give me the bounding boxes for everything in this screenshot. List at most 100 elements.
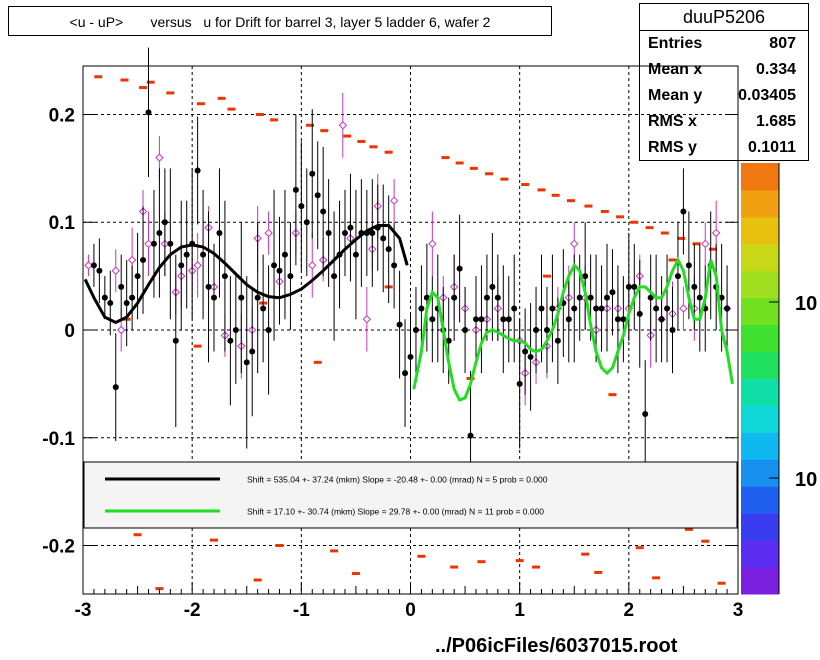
profile-open-point [144, 239, 153, 249]
palette-label: 10 [795, 469, 817, 491]
profile-point [347, 224, 354, 231]
legend-text: Shift = 535.04 +- 37.24 (mkm) Slope = -2… [247, 475, 548, 485]
histogram-cell [255, 112, 264, 116]
stats-value: 1.685 [755, 113, 796, 130]
profile-point [664, 305, 671, 312]
profile-point [320, 208, 327, 215]
profile-point [522, 348, 529, 355]
profile-filled-markers [90, 47, 731, 501]
histogram-cell [500, 177, 509, 181]
stats-value: 0.03405 [738, 87, 796, 104]
profile-point [478, 316, 485, 323]
profile-open-point [701, 239, 710, 249]
profile-point [90, 262, 97, 269]
profile-point [396, 321, 403, 328]
profile-point [281, 251, 288, 258]
stats-title: duuP5206 [640, 4, 808, 31]
profile-point [473, 316, 479, 323]
profile-point [134, 273, 141, 280]
stats-key: Entries [648, 35, 703, 52]
profile-point [183, 251, 190, 258]
profile-point [718, 294, 725, 301]
fit-curve-green [412, 256, 734, 402]
profile-point [200, 251, 207, 258]
profile-point [554, 337, 561, 344]
profile-point [123, 300, 130, 307]
profile-point [696, 294, 703, 301]
profile-point [456, 265, 463, 272]
profile-open-point [679, 304, 688, 313]
histogram-cell [652, 576, 661, 580]
histogram-cell [701, 539, 710, 543]
x-tick-label: 3 [733, 600, 744, 621]
profile-point [129, 294, 136, 301]
profile-point [418, 305, 425, 312]
palette-swatch [741, 378, 779, 406]
profile-point [238, 294, 245, 301]
profile-point [391, 262, 398, 269]
histogram-cell [630, 220, 639, 224]
profile-point [549, 305, 556, 312]
profile-point [680, 208, 687, 215]
palette-swatch [741, 432, 779, 460]
profile-point [112, 384, 119, 391]
profile-point [636, 310, 643, 317]
profile-point [265, 327, 272, 333]
profile-point [538, 305, 545, 312]
histogram-cell [417, 554, 426, 558]
histogram-cell [166, 91, 175, 95]
histogram-cell [455, 161, 464, 165]
histogram-cell [343, 134, 352, 138]
stats-value: 0.1011 [747, 139, 796, 156]
histogram-cell [668, 258, 677, 262]
profile-point [631, 283, 638, 290]
profile-point [412, 327, 419, 333]
profile-point [287, 273, 294, 280]
profile-point [593, 305, 600, 312]
histogram-cell [313, 360, 322, 364]
histogram-cell [227, 107, 236, 111]
profile-point [352, 251, 359, 258]
histogram-cell [581, 552, 590, 556]
profile-point [314, 192, 321, 199]
histogram-cell [193, 344, 202, 348]
profile-point [500, 316, 507, 323]
histogram-cell [566, 199, 575, 203]
profile-open-point [338, 121, 348, 130]
histogram-cell [155, 587, 164, 591]
palette-swatch [741, 351, 779, 379]
profile-point [609, 289, 616, 296]
profile-point [254, 294, 261, 301]
profile-point [669, 327, 676, 333]
profile-point [494, 294, 501, 301]
profile-point [260, 305, 267, 312]
profile-open-point [155, 153, 164, 162]
profile-open-point [711, 228, 721, 238]
legend-text: Shift = 17.10 +- 30.74 (mkm) Slope = 29.… [247, 507, 544, 517]
histogram-cell [253, 578, 262, 582]
palette-swatch [741, 567, 779, 595]
histogram-cell [717, 581, 726, 585]
stats-key: Mean x [648, 61, 703, 78]
profile-point [576, 294, 583, 301]
y-tick-label: -0.1 [42, 429, 75, 450]
x-tick-label: -2 [184, 600, 201, 621]
palette-swatch [741, 540, 779, 568]
profile-open-point [362, 315, 372, 324]
histogram-cell [270, 118, 279, 122]
profile-point [543, 327, 550, 333]
profile-point [604, 294, 610, 301]
histogram-cell [600, 209, 609, 213]
profile-point [614, 316, 621, 323]
histogram-cell [133, 533, 142, 537]
histogram-cell [477, 560, 486, 564]
stats-row-entries: Entries 807 [640, 31, 808, 57]
profile-point [211, 294, 217, 301]
profile-point [216, 230, 223, 237]
profile-point [489, 283, 496, 290]
profile-point [140, 256, 147, 263]
histogram-cell [139, 86, 148, 90]
profile-point [271, 262, 278, 269]
profile-point [101, 294, 108, 301]
profile-point [249, 348, 256, 355]
